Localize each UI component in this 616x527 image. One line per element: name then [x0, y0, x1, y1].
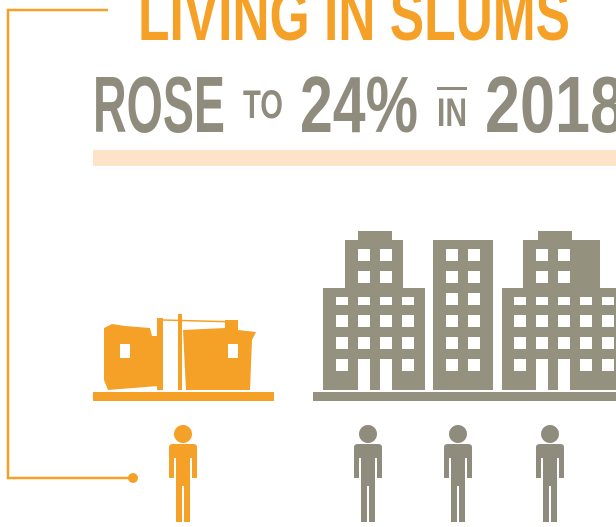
- headline-small-word: IN: [437, 91, 467, 135]
- person-icon: [354, 425, 382, 522]
- person-icon: [536, 425, 564, 522]
- headline-year: 2018: [485, 60, 616, 149]
- bracket-dot: [128, 473, 138, 483]
- slum-windows: [120, 322, 238, 386]
- headline-word: ROSE: [93, 60, 225, 149]
- bracket: [6, 8, 133, 480]
- slum-icon: [93, 314, 274, 401]
- person-icon: [169, 425, 197, 522]
- headline-figure: 24%: [300, 60, 418, 149]
- headline-small-word: TO: [243, 83, 283, 127]
- person-icon: [444, 425, 472, 522]
- building-windows: [336, 249, 614, 390]
- highlight-bar: [93, 150, 616, 166]
- headline-line1: LIVING IN SLUMS: [138, 0, 570, 56]
- overline: [437, 87, 467, 90]
